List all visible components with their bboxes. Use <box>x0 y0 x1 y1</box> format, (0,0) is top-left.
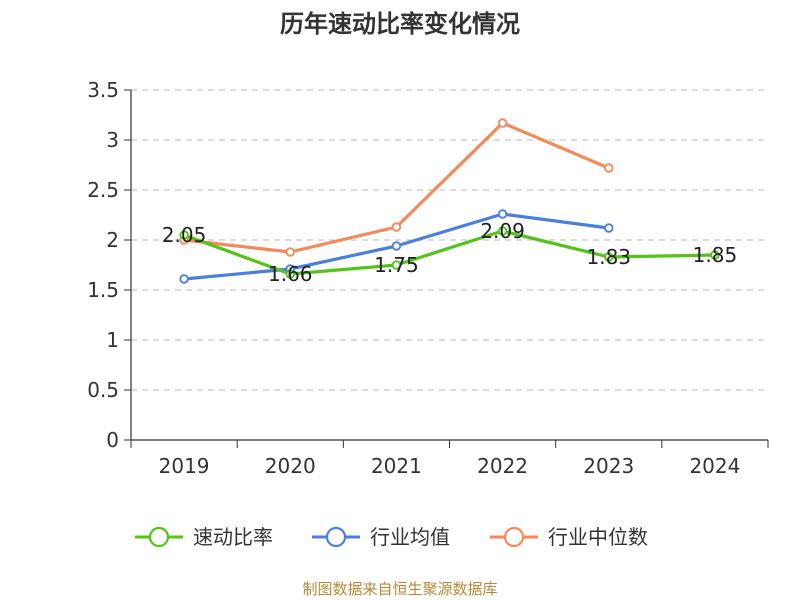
y-tick-label: 1.5 <box>87 278 119 302</box>
y-tick-label: 0 <box>106 428 119 452</box>
y-tick-label: 3 <box>106 128 119 152</box>
y-tick-label: 1 <box>106 328 119 352</box>
legend-marker <box>148 526 170 548</box>
data-point <box>710 250 720 260</box>
grid-lines <box>131 89 768 391</box>
y-tick-label: 3.5 <box>87 78 119 102</box>
data-point <box>391 260 402 270</box>
data-point <box>285 269 295 279</box>
data-label: 1.66 <box>268 262 313 286</box>
legend-label: 行业中位数 <box>548 525 648 549</box>
data-label: 1.75 <box>374 253 419 277</box>
legend-marker <box>325 526 347 548</box>
data-label: 1.85 <box>693 243 738 267</box>
legend-label: 行业均值 <box>370 525 450 549</box>
data-point <box>285 247 295 257</box>
data-point <box>497 118 508 128</box>
data-point <box>179 230 189 240</box>
data-point <box>497 209 508 219</box>
y-tick-label: 2.5 <box>87 178 119 202</box>
data-point <box>604 163 614 173</box>
axes: 0 0.5 1 1.5 2 2.5 3 3.5 2019 2020 2021 2022 2023 2024 <box>87 78 769 478</box>
legend-marker <box>503 526 525 548</box>
data-labels: 2.05 1.66 1.75 2.09 1.83 1.85 <box>162 219 737 286</box>
legend-label: 速动比率 <box>193 525 273 549</box>
x-tick-label: 2022 <box>477 454 528 478</box>
data-point <box>604 223 614 233</box>
legend-item[interactable]: 行业中位数 <box>490 525 648 549</box>
chart-title: 历年速动比率变化情况 <box>280 10 520 38</box>
data-source-note: 制图数据来自恒生聚源数据库 <box>302 580 497 598</box>
data-point <box>391 222 402 232</box>
legend-item[interactable]: 行业均值 <box>312 525 450 549</box>
data-label: 2.09 <box>480 219 525 243</box>
y-tick-label: 0.5 <box>87 378 119 402</box>
data-point <box>497 226 508 236</box>
series-line <box>183 121 610 254</box>
data-point <box>604 252 614 262</box>
x-tick-label: 2021 <box>371 454 422 478</box>
x-tick-label: 2020 <box>265 454 316 478</box>
data-label: 1.83 <box>586 245 631 269</box>
series-line <box>183 229 715 276</box>
x-tick-label: 2024 <box>689 454 740 478</box>
x-tick-label: 2019 <box>159 454 210 478</box>
y-tick-label: 2 <box>106 228 119 252</box>
legend-item[interactable]: 速动比率 <box>135 525 273 549</box>
legend[interactable]: 速动比率 行业均值 行业中位数 <box>135 525 648 549</box>
x-tick-label: 2023 <box>583 454 634 478</box>
data-point <box>391 241 402 251</box>
series-group <box>179 118 720 284</box>
data-label: 2.05 <box>162 223 207 247</box>
data-point <box>179 274 189 284</box>
